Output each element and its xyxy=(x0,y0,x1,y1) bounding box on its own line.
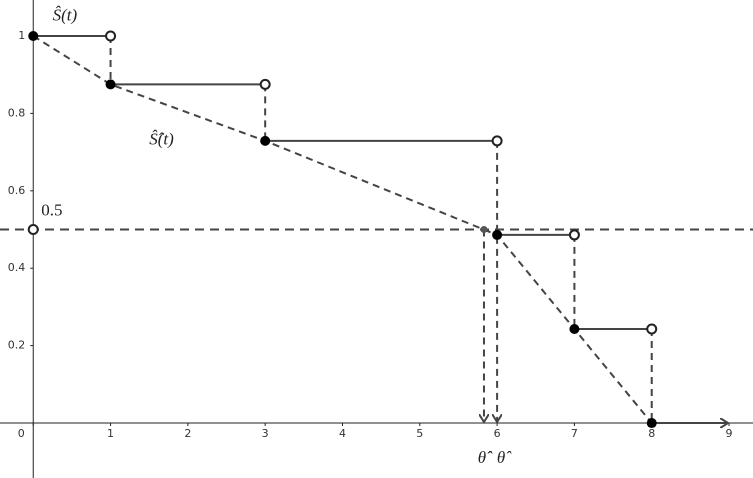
step-point xyxy=(569,323,580,334)
median-label: 0.5 xyxy=(41,200,62,219)
step-label: Ŝ(t) xyxy=(53,6,78,25)
smoothed-line xyxy=(32,35,653,424)
step-point xyxy=(260,135,271,146)
step-point xyxy=(105,79,116,90)
y-tick-label: 0.4 xyxy=(8,261,26,274)
x-tick-label: 7 xyxy=(571,427,578,440)
theta-step-label: θ̂ xyxy=(497,448,512,467)
open-point xyxy=(259,78,271,90)
median-point xyxy=(27,224,39,236)
open-point xyxy=(105,30,117,42)
x-tick-label: 8 xyxy=(648,427,655,440)
x-tick-label: 5 xyxy=(416,427,423,440)
step-point xyxy=(492,229,503,240)
y-tick-label: 0.6 xyxy=(8,184,26,197)
smooth-label: Ŝ̂(t) xyxy=(149,129,174,148)
x-tick-label: 3 xyxy=(262,427,269,440)
x-tick-label: 1 xyxy=(107,427,114,440)
step-point xyxy=(28,30,39,41)
x-tick-label: 2 xyxy=(184,427,191,440)
open-point xyxy=(646,323,658,335)
theta-smooth-label: θ̂̂ xyxy=(478,448,493,467)
x-tick-label: 0 xyxy=(18,427,25,440)
x-tick-label: 9 xyxy=(726,427,733,440)
y-tick-label: 1 xyxy=(18,29,25,42)
y-tick-label: 0.2 xyxy=(8,339,26,352)
open-point xyxy=(568,229,580,241)
x-tick-label: 4 xyxy=(339,427,346,440)
open-point xyxy=(491,135,503,147)
x-tick-label: 6 xyxy=(494,427,501,440)
y-tick-label: 0.8 xyxy=(8,106,26,119)
theta-smooth-point xyxy=(480,226,488,234)
step-point xyxy=(646,418,657,429)
